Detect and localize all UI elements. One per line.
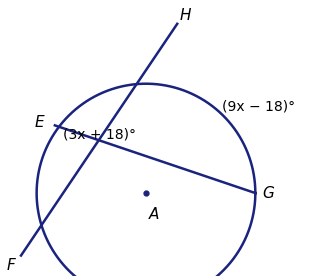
Text: H: H bbox=[180, 8, 191, 22]
Text: G: G bbox=[262, 186, 274, 200]
Text: E: E bbox=[35, 115, 45, 130]
Text: (9x − 18)°: (9x − 18)° bbox=[222, 99, 295, 113]
Text: A: A bbox=[149, 207, 159, 222]
Text: F: F bbox=[7, 258, 16, 273]
Text: (3x + 18)°: (3x + 18)° bbox=[63, 128, 136, 142]
